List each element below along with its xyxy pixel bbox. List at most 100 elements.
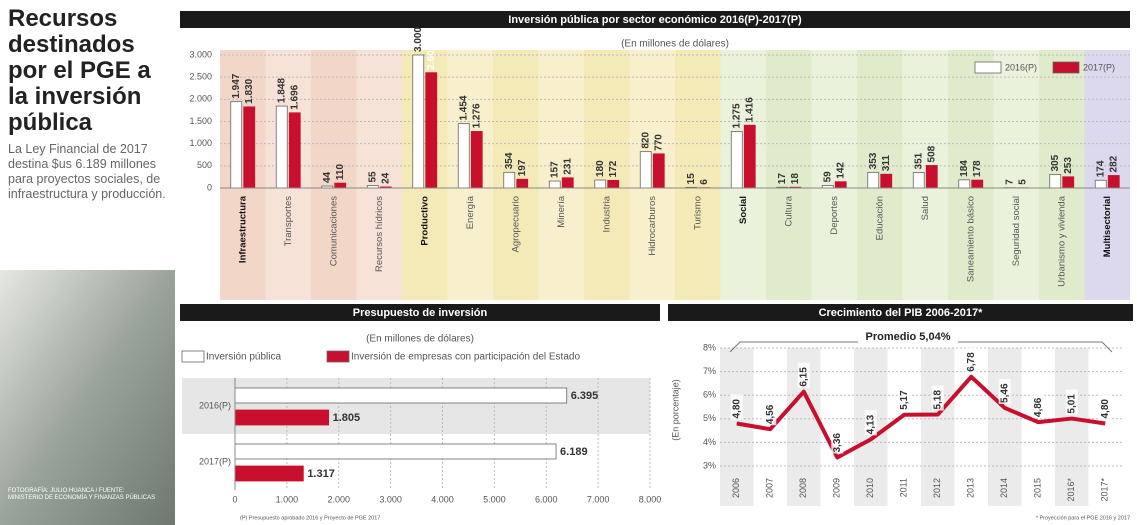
legend-swatch — [326, 350, 350, 363]
value-label: 59 — [822, 171, 833, 183]
value-label: 4,13 — [865, 414, 876, 434]
legend-label: Inversión pública — [206, 352, 281, 363]
bar — [288, 112, 301, 189]
x-tick-label: 5.000 — [483, 494, 506, 504]
bar — [607, 179, 620, 189]
value-label: 1.317 — [307, 468, 335, 480]
chart-title: Crecimiento del PIB 2006-2017* — [819, 307, 984, 319]
value-label: 197 — [517, 159, 528, 176]
x-tick-label: 2011 — [899, 478, 909, 497]
label-bg — [864, 410, 877, 436]
value-label: 18 — [790, 173, 801, 185]
value-label: 353 — [868, 152, 879, 169]
x-tick-label: 6.000 — [535, 494, 558, 504]
sector-band — [1084, 50, 1130, 300]
x-tick-label: Transportes — [283, 196, 294, 247]
chart-subtitle: (En millones de dólares) — [366, 334, 474, 345]
footnote: * Proyección para el PGE 2016 y 2017 — [1036, 515, 1130, 521]
sidebar-title: Recursos destinados por el PGE a la inve… — [8, 5, 151, 136]
x-tick-label: 2007 — [765, 478, 775, 498]
bar — [457, 123, 470, 189]
value-label: 17 — [777, 173, 788, 185]
y-tick-label: 2017(P) — [199, 456, 231, 466]
y-tick-label: 6% — [703, 390, 716, 400]
value-label: 174 — [1095, 160, 1106, 177]
label-bg — [1099, 394, 1112, 420]
x-tick-label: Infraestructura — [237, 195, 248, 263]
value-label: 5,18 — [932, 390, 943, 410]
y-tick-label: 1.500 — [189, 116, 212, 126]
x-tick-label: Seguridad social — [1011, 196, 1022, 266]
value-label: 1.275 — [731, 103, 742, 128]
chart-title: Inversión pública por sector económico 2… — [508, 14, 802, 26]
x-tick-label: 2016* — [1066, 478, 1076, 502]
value-label: 1.416 — [744, 97, 755, 122]
value-label: 44 — [322, 171, 333, 183]
category-band — [182, 378, 650, 434]
sector-band — [857, 50, 903, 300]
value-label: 15 — [686, 173, 697, 185]
value-label: 6,78 — [966, 352, 977, 372]
value-label: 1.830 — [244, 78, 255, 103]
label-bg — [831, 428, 844, 454]
x-tick-label: Recursos hídricos — [374, 196, 385, 272]
label-bg — [797, 362, 810, 388]
y-tick-label: 2016(P) — [199, 400, 231, 410]
bar — [503, 171, 516, 189]
legend-swatch — [181, 350, 205, 363]
x-tick-label: 7.000 — [587, 494, 610, 504]
bar — [1094, 179, 1107, 189]
bar — [412, 54, 425, 189]
value-label: 3,36 — [832, 433, 843, 453]
y-tick-label: 3.000 — [189, 49, 212, 59]
bar — [594, 179, 607, 189]
bar — [470, 131, 483, 189]
sector-band — [1039, 50, 1085, 300]
value-label: 142 — [835, 162, 846, 179]
bar — [880, 173, 893, 189]
x-tick-label: Cultura — [783, 195, 794, 226]
value-label: 4,56 — [765, 404, 776, 424]
x-tick-label: Multisectorial — [1102, 196, 1113, 257]
value-label: 305 — [1050, 154, 1061, 171]
bar — [425, 72, 438, 189]
label-bg — [965, 347, 978, 373]
sector-band — [402, 50, 448, 300]
bar — [730, 131, 743, 189]
value-label: 6 — [699, 179, 710, 185]
bar — [548, 180, 561, 189]
bar — [1049, 174, 1062, 189]
sector-band — [993, 50, 1039, 300]
bar — [1062, 176, 1075, 189]
value-label: 3.000 — [413, 27, 424, 52]
bar — [234, 443, 557, 460]
x-tick-label: 2010 — [865, 478, 875, 498]
label-bg — [764, 400, 777, 426]
header-bar — [180, 304, 660, 321]
bar — [230, 101, 243, 189]
y-tick-label: 3% — [703, 460, 716, 470]
x-tick-label: 2.000 — [327, 494, 350, 504]
bar — [834, 181, 847, 189]
bar — [652, 153, 665, 189]
y-tick-label: 4% — [703, 437, 716, 447]
x-tick-label: 3.000 — [379, 494, 402, 504]
x-tick-label: 0 — [232, 494, 237, 504]
sector-band — [629, 50, 675, 300]
value-label: 508 — [926, 145, 937, 162]
value-label: 311 — [881, 155, 892, 172]
header-bar — [668, 304, 1133, 321]
x-tick-label: Productivo — [419, 196, 430, 246]
y-tick-label: 2.500 — [189, 72, 212, 82]
header-bar — [180, 11, 1130, 28]
x-tick-label: Urbanismo y vivienda — [1056, 195, 1067, 287]
x-tick-label: 2008 — [798, 478, 808, 498]
value-label: 157 — [549, 161, 560, 178]
chart-subtitle: (En millones de dólares) — [621, 39, 729, 50]
value-label: 184 — [959, 160, 970, 177]
x-tick-label: Deportes — [829, 196, 840, 235]
x-tick-label: 8.000 — [639, 494, 662, 504]
value-label: 24 — [380, 172, 391, 184]
value-label: 1.696 — [289, 84, 300, 109]
value-label: 282 — [1108, 155, 1119, 172]
